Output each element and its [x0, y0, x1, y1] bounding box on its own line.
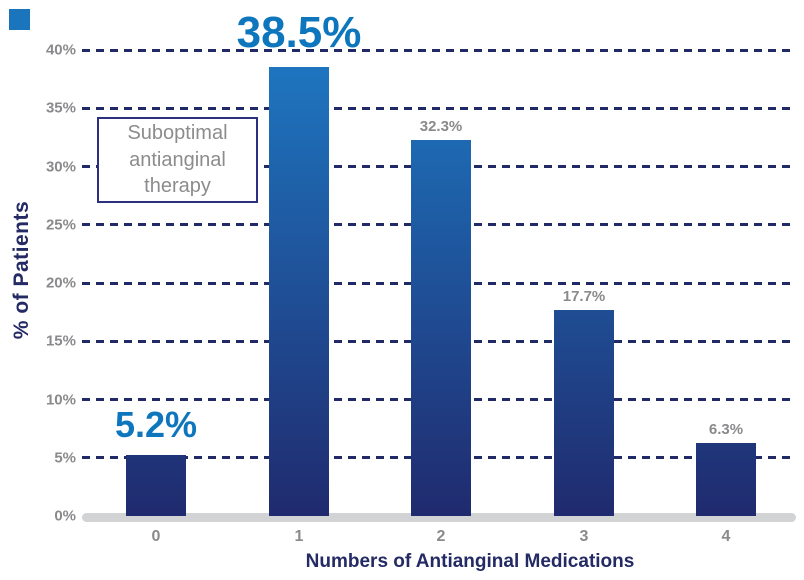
annotation-text: Suboptimal antianginal therapy — [127, 122, 228, 198]
y-tick-label-15: 15% — [45, 332, 76, 350]
bar-1 — [269, 67, 329, 516]
corner-accent-square — [9, 9, 30, 30]
value-label-3: 17.7% — [562, 287, 606, 305]
bar-4 — [696, 442, 756, 516]
y-tick-label-10: 10% — [45, 391, 76, 408]
y-axis-title: % of Patients — [10, 200, 33, 340]
annotation-box: Suboptimal antianginal therapy — [97, 117, 258, 203]
y-tick-label-35: 35% — [45, 99, 76, 117]
x-tick-label-3: 3 — [579, 528, 589, 545]
bar-2 — [411, 139, 471, 516]
y-tick-label-25: 25% — [45, 216, 76, 234]
value-label-2: 32.3% — [419, 117, 463, 135]
value-label-0: 5.2% — [114, 404, 198, 446]
x-tick-label-4: 4 — [721, 528, 731, 545]
gridline-35 — [82, 106, 794, 110]
bar-0 — [126, 455, 186, 516]
y-tick-label-30: 30% — [45, 158, 76, 175]
gridline-40 — [82, 48, 794, 52]
bar-3 — [554, 309, 614, 516]
y-tick-label-0: 0% — [54, 507, 76, 525]
x-axis-title: Numbers of Antianginal Medications — [305, 551, 635, 572]
x-tick-label-2: 2 — [436, 528, 446, 545]
value-label-4: 6.3% — [708, 420, 744, 438]
x-axis-baseline — [82, 513, 796, 522]
x-tick-label-1: 1 — [294, 528, 304, 545]
y-tick-label-40: 40% — [45, 41, 76, 59]
y-tick-label-5: 5% — [54, 449, 76, 467]
x-tick-label-0: 0 — [151, 528, 161, 545]
y-tick-label-20: 20% — [45, 274, 76, 292]
value-label-1: 38.5% — [236, 8, 362, 58]
